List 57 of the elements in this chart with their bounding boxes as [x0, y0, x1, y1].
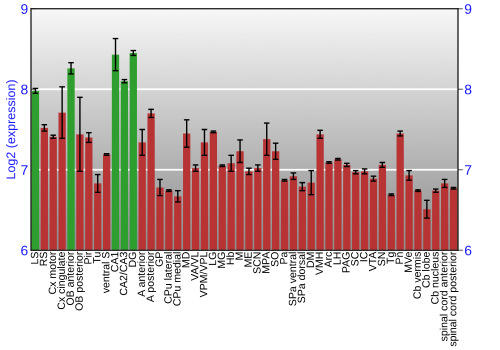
x-tick-label: A anterior [137, 252, 146, 297]
x-tick-label: spinal cord posterior [448, 252, 458, 346]
x-tick-label: Tg [386, 252, 396, 264]
x-tick-label: Cb lobe [422, 252, 430, 288]
x-tick-label: Cx motor [48, 252, 56, 294]
y-tick-label: 9 [21, 4, 28, 14]
x-tick-label: PAG [342, 252, 350, 272]
x-tick-label: Pa [280, 252, 288, 264]
x-tick-label: CPu lateral [164, 252, 172, 304]
x-tick-label: Cb nucleus [430, 252, 439, 304]
x-tick-label: MD [182, 252, 190, 268]
x-tick-label: Hb [226, 252, 234, 264]
x-tick-label: LH [333, 252, 341, 264]
y2-tick-label: 6 [464, 246, 472, 256]
x-tick-label: Cx cingulate [57, 252, 68, 310]
x-tick-label: SPa ventral [288, 252, 296, 306]
x-tick-label: Arc [324, 252, 332, 268]
y2-tick-label: 7 [464, 165, 472, 175]
x-tick-label: CA1 [110, 252, 118, 272]
x-tick-label: CPu medial [172, 252, 181, 306]
x-tick-label: Tu [93, 252, 101, 264]
x-tick-label: M [236, 252, 243, 260]
x-tick-label: SN [378, 252, 386, 266]
x-tick-label: GP [155, 252, 163, 266]
x-tick-label: VTA [368, 252, 376, 272]
x-tick-label: CA2/CA3 [119, 252, 128, 296]
x-tick-label: spinal cord anterior [440, 252, 450, 342]
x-tick-label: VMH [316, 252, 323, 276]
x-tick-label: OB anterior [66, 252, 74, 306]
x-tick-label: LG [208, 252, 216, 265]
x-tick-label: SPa dorsal [297, 252, 306, 303]
y2-tick-label: 8 [464, 84, 472, 94]
x-tick-label: VA/VL [190, 252, 198, 281]
y2-tick-label: 9 [464, 4, 472, 14]
x-tick-label: RS [40, 252, 48, 266]
x-tick-label: VPM/VPL [200, 252, 208, 298]
x-tick-label: Pn [396, 252, 403, 264]
x-tick-label: MVe [404, 252, 412, 272]
x-tick-label: LS [30, 252, 38, 264]
x-tick-label: MG [218, 252, 226, 268]
x-tick-label: A posterior [146, 252, 156, 302]
x-tick-label: ME [244, 252, 252, 267]
x-tick-label: SCN [253, 252, 261, 274]
y-tick-label: 8 [21, 84, 28, 94]
x-tick-label: OB posterior [75, 252, 85, 310]
x-tick-label: SC [351, 252, 359, 266]
y-tick-label: 7 [21, 165, 28, 175]
x-tick-label: SO [270, 252, 278, 266]
x-tick-label: DM [306, 252, 314, 268]
y-tick-label: 6 [21, 246, 28, 256]
x-tick-label: IC [360, 252, 368, 262]
x-tick-label: Cb vermis [413, 252, 421, 299]
y-axis-title: Log2 (expression) [6, 80, 18, 178]
x-tick-label: ventral S [102, 252, 110, 294]
x-tick-label: MPA [262, 252, 270, 273]
x-tick-label: DG [128, 252, 136, 267]
x-tick-label: Pir [84, 252, 92, 264]
